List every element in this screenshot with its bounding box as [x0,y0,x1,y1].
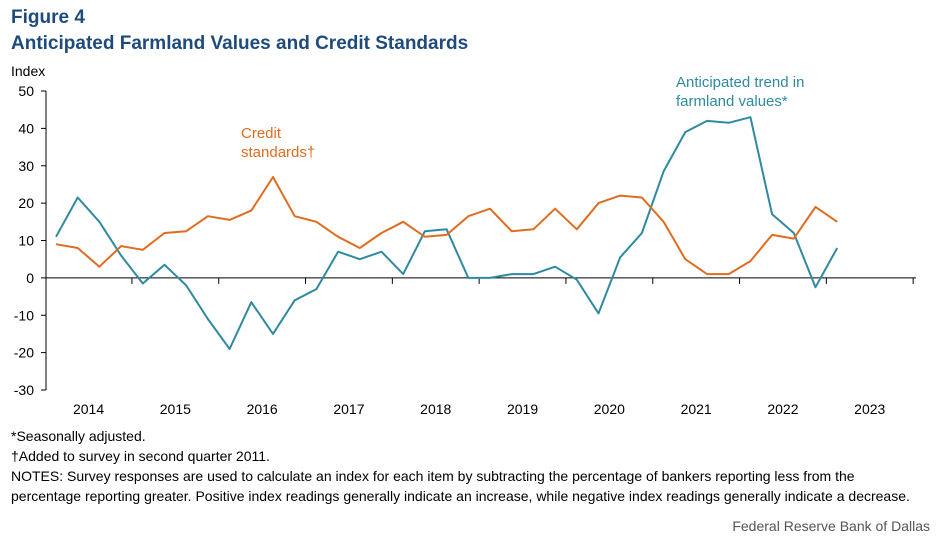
series-line-credit [55,176,838,276]
x-tick-label: 2020 [594,401,625,417]
source-credit: Federal Reserve Bank of Dallas [732,518,930,534]
y-tick-label: 20 [18,195,34,211]
series-line-farmland [55,116,839,350]
x-tick-label: 2015 [160,401,191,417]
y-tick-label: 50 [18,83,34,99]
series-label-credit: standards† [241,144,315,161]
y-tick-label: 10 [18,233,34,249]
series-label-farmland: Anticipated trend in [676,74,804,91]
figure-title: Anticipated Farmland Values and Credit S… [11,33,469,54]
y-tick-label: -10 [14,307,34,323]
series-group [55,116,839,350]
x-tick-label: 2018 [420,401,451,417]
y-tick-label: 30 [18,158,34,174]
y-axis-title: Index [11,63,45,79]
x-tick-label: 2017 [333,401,364,417]
x-tick-label: 2022 [767,401,798,417]
x-tick-label: 2019 [507,401,538,417]
y-tick-label: 0 [26,270,34,286]
figure-label: Figure 4 [11,7,85,28]
series-label-farmland: farmland values* [676,93,788,110]
x-tick-label: 2021 [681,401,712,417]
y-tick-label: -30 [14,382,34,398]
series-label-credit: Credit [241,125,282,142]
series-labels: Anticipated trend in farmland values* Cred… [241,74,804,161]
y-axis: 50 40 30 20 10 0 -10 -20 -30 [14,83,47,398]
y-tick-label: 40 [18,120,34,136]
seasonal-note: *Seasonally adjusted. [11,428,146,444]
x-axis: 2014 2015 2016 2017 2018 2019 2020 2021 2022 2023 [73,277,914,417]
x-tick-label: 2014 [73,401,104,417]
notes-block: *Seasonally adjusted. †Added to survey i… [11,426,926,506]
x-tick-label: 2016 [247,401,278,417]
y-tick-label: -20 [14,345,34,361]
added-note: †Added to survey in second quarter 2011. [11,448,270,464]
notes-text: NOTES: Survey responses are used to calc… [11,468,910,504]
x-tick-label: 2023 [854,401,885,417]
